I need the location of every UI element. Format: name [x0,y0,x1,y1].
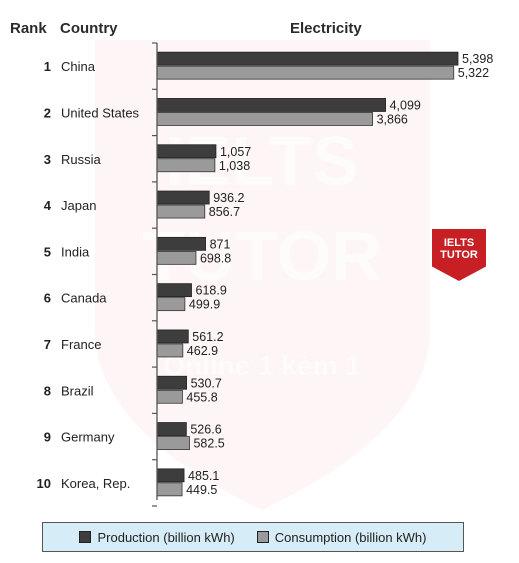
country-label: Russia [61,152,102,167]
bar-production [156,375,187,390]
legend-label-consumption: Consumption (billion kWh) [274,529,427,545]
chart: Rank Country Electricity 1 China 5,3985,32… [10,20,493,507]
consumption-value-label: 582.5 [193,437,224,451]
production-value-label: 5,398 [462,52,493,66]
legend-item-production: Production (billion kWh) [79,529,235,545]
production-value-label: 1,057 [220,145,251,159]
bar-consumption [156,389,183,404]
bar-consumption [156,158,216,173]
badge-line1: IELTS [443,237,475,249]
consumption-value-label: 1,038 [219,159,250,173]
consumption-value-label: 499.9 [189,298,220,312]
production-value-label: 871 [210,237,231,251]
bar-consumption [156,297,186,312]
country-header: Country [60,20,118,37]
country-label: Korea, Rep. [61,476,130,491]
legend-swatch-consumption [256,531,269,543]
country-label: Brazil [61,383,94,398]
country-label: Germany [61,430,115,445]
consumption-value-label: 856.7 [209,205,240,219]
bar-consumption [156,343,184,358]
country-label: India [61,244,90,259]
rank-label: 5 [44,244,51,259]
rank-label: 3 [44,152,51,167]
legend-label-production: Production (billion kWh) [97,529,235,545]
bar-consumption [156,436,190,450]
bar-consumption [156,65,455,80]
badge-line2: TUTOR [440,249,478,261]
country-label: Canada [61,291,107,306]
bar-production [156,51,459,66]
production-value-label: 618.9 [196,284,227,298]
production-value-label: 526.6 [190,423,221,437]
legend-swatch-production [79,531,92,543]
bar-consumption [156,250,197,265]
production-value-label: 936.2 [213,191,244,205]
rank-label: 8 [44,383,51,398]
production-value-label: 561.2 [192,330,223,344]
country-label: United States [61,105,140,120]
bar-consumption [156,204,206,219]
production-value-label: 485.1 [188,469,219,483]
rank-label: 4 [44,198,52,213]
consumption-value-label: 455.8 [186,390,217,404]
country-label: France [61,337,101,352]
bar-production [156,144,217,159]
bar-consumption [156,482,183,497]
bar-production [156,468,185,483]
bar-production [156,236,206,251]
consumption-value-label: 698.8 [200,251,231,265]
consumption-value-label: 3,866 [377,112,408,126]
axis-ticks [152,42,157,507]
rank-label: 7 [44,337,51,352]
legend: Production (billion kWh) Consumption (bi… [42,522,464,552]
country-label: China [61,59,96,74]
legend-item-consumption: Consumption (billion kWh) [256,529,427,545]
rank-header: Rank [10,20,47,37]
chart-title: Electricity [290,20,362,37]
consumption-value-label: 449.5 [186,483,217,497]
bar-production [156,190,210,205]
rank-label: 6 [44,291,51,306]
bar-production [156,422,187,436]
bar-consumption [156,112,373,126]
rank-label: 1 [44,59,51,74]
rank-label: 2 [44,105,51,120]
bar-production [156,98,386,112]
rank-label: 9 [44,430,51,445]
consumption-value-label: 5,322 [458,66,489,80]
bar-production [156,329,189,344]
bar-production [156,283,192,298]
rank-label: 10 [37,476,51,491]
country-label: Japan [61,198,96,213]
production-value-label: 4,099 [390,98,421,112]
production-value-label: 530.7 [191,376,222,390]
consumption-value-label: 462.9 [187,344,218,358]
